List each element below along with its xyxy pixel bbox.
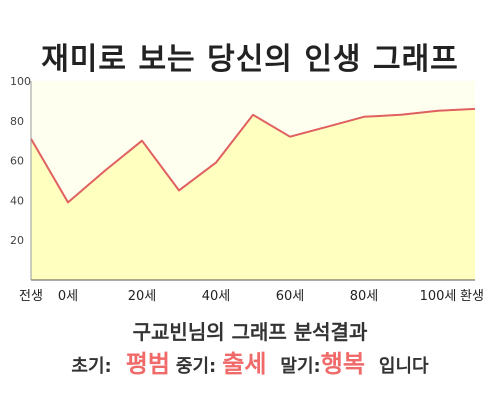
area-fill [31, 108, 475, 281]
y-tick-label: 60 [10, 155, 24, 168]
mid-label: 중기: [175, 356, 217, 377]
y-tick-label: 20 [10, 234, 24, 247]
x-tick-label: 환생 [460, 289, 484, 304]
x-tick-label: 20세 [128, 289, 157, 304]
x-tick-label: 40세 [202, 289, 231, 304]
y-tick-labels: 20 40 60 80 100 [10, 75, 31, 247]
x-tick-label: 80세 [350, 289, 379, 304]
result-line: 초기: 평범 중기: 출세 말기:행복 입니다 [0, 344, 500, 379]
result-heading: 구교빈님의 그래프 분석결과 [132, 320, 368, 344]
x-tick-label: 0세 [58, 289, 78, 304]
mid-value: 출세 [222, 350, 267, 378]
y-tick-label: 100 [10, 75, 31, 88]
x-tick-label: 전생 [19, 289, 43, 304]
y-tick-label: 40 [10, 194, 24, 207]
x-tick-label: 100세 [420, 289, 457, 304]
early-label: 초기: [71, 356, 112, 377]
x-tick-labels: 전생 0세 20세 40세 60세 80세 100세 환생 [19, 289, 484, 304]
late-value: 행복 [320, 350, 365, 378]
result-suffix: 입니다 [378, 356, 429, 377]
early-value: 평범 [125, 350, 170, 378]
late-label: 말기: [280, 356, 321, 377]
x-tick-label: 60세 [276, 289, 305, 304]
y-tick-label: 80 [10, 115, 24, 128]
series-line [30, 107, 476, 204]
page-title: 재미로 보는 당신의 인생 그래프 [41, 42, 459, 77]
